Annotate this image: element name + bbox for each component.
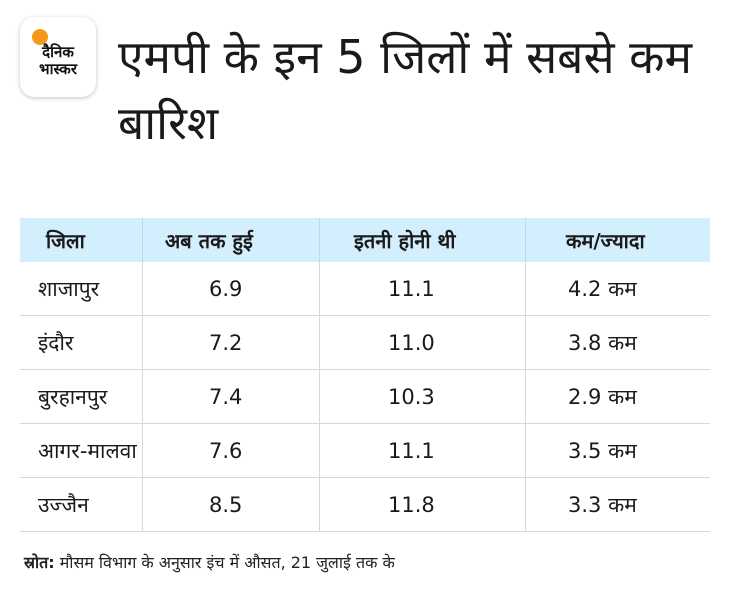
- dainik-bhaskar-logo: दैनिक भास्कर: [20, 17, 96, 97]
- district-cell: उज्जैन: [38, 492, 89, 517]
- table-row: बुरहानपुर 7.4 10.3 2.9 कम: [20, 370, 710, 424]
- header-expected-rain: इतनी होनी थी: [319, 218, 525, 262]
- table-row: इंदौर 7.2 11.0 3.8 कम: [20, 316, 710, 370]
- table-row: उज्जैन 8.5 11.8 3.3 कम: [20, 478, 710, 532]
- expected-rain-cell: 11.1: [319, 262, 525, 315]
- district-cell: बुरहानपुर: [38, 384, 108, 409]
- rain-so-far-cell: 7.2: [142, 316, 319, 369]
- table-row: शाजापुर 6.9 11.1 4.2 कम: [20, 262, 710, 316]
- source-note: स्रोत: मौसम विभाग के अनुसार इंच में औसत,…: [24, 551, 395, 573]
- rainfall-table: जिला अब तक हुई इतनी होनी थी कम/ज्यादा शा…: [20, 218, 710, 532]
- header-district: जिला: [46, 228, 85, 253]
- table-header-row: जिला अब तक हुई इतनी होनी थी कम/ज्यादा: [20, 218, 710, 262]
- expected-rain-cell: 11.1: [319, 424, 525, 477]
- rain-so-far-cell: 6.9: [142, 262, 319, 315]
- header-deficit: कम/ज्यादा: [525, 218, 710, 262]
- deficit-cell: 4.2 कम: [525, 262, 710, 315]
- header-rain-so-far: अब तक हुई: [142, 218, 319, 262]
- source-text: मौसम विभाग के अनुसार इंच में औसत, 21 जुल…: [54, 553, 395, 572]
- source-label: स्रोत:: [24, 553, 55, 572]
- district-cell: इंदौर: [38, 330, 74, 355]
- expected-rain-cell: 11.0: [319, 316, 525, 369]
- expected-rain-cell: 10.3: [319, 370, 525, 423]
- rain-so-far-cell: 7.6: [142, 424, 319, 477]
- deficit-cell: 3.3 कम: [525, 478, 710, 531]
- logo-line-1: दैनिक: [42, 43, 74, 61]
- rain-so-far-cell: 8.5: [142, 478, 319, 531]
- table-row: आगर-मालवा 7.6 11.1 3.5 कम: [20, 424, 710, 478]
- deficit-cell: 3.8 कम: [525, 316, 710, 369]
- rain-so-far-cell: 7.4: [142, 370, 319, 423]
- sun-icon: [32, 29, 48, 45]
- district-cell: शाजापुर: [38, 276, 100, 301]
- deficit-cell: 2.9 कम: [525, 370, 710, 423]
- deficit-cell: 3.5 कम: [525, 424, 710, 477]
- logo-line-2: भास्कर: [39, 60, 77, 78]
- district-cell: आगर-मालवा: [38, 438, 137, 463]
- expected-rain-cell: 11.8: [319, 478, 525, 531]
- page-title: एमपी के इन 5 जिलों में सबसे कम बारिश: [118, 30, 693, 150]
